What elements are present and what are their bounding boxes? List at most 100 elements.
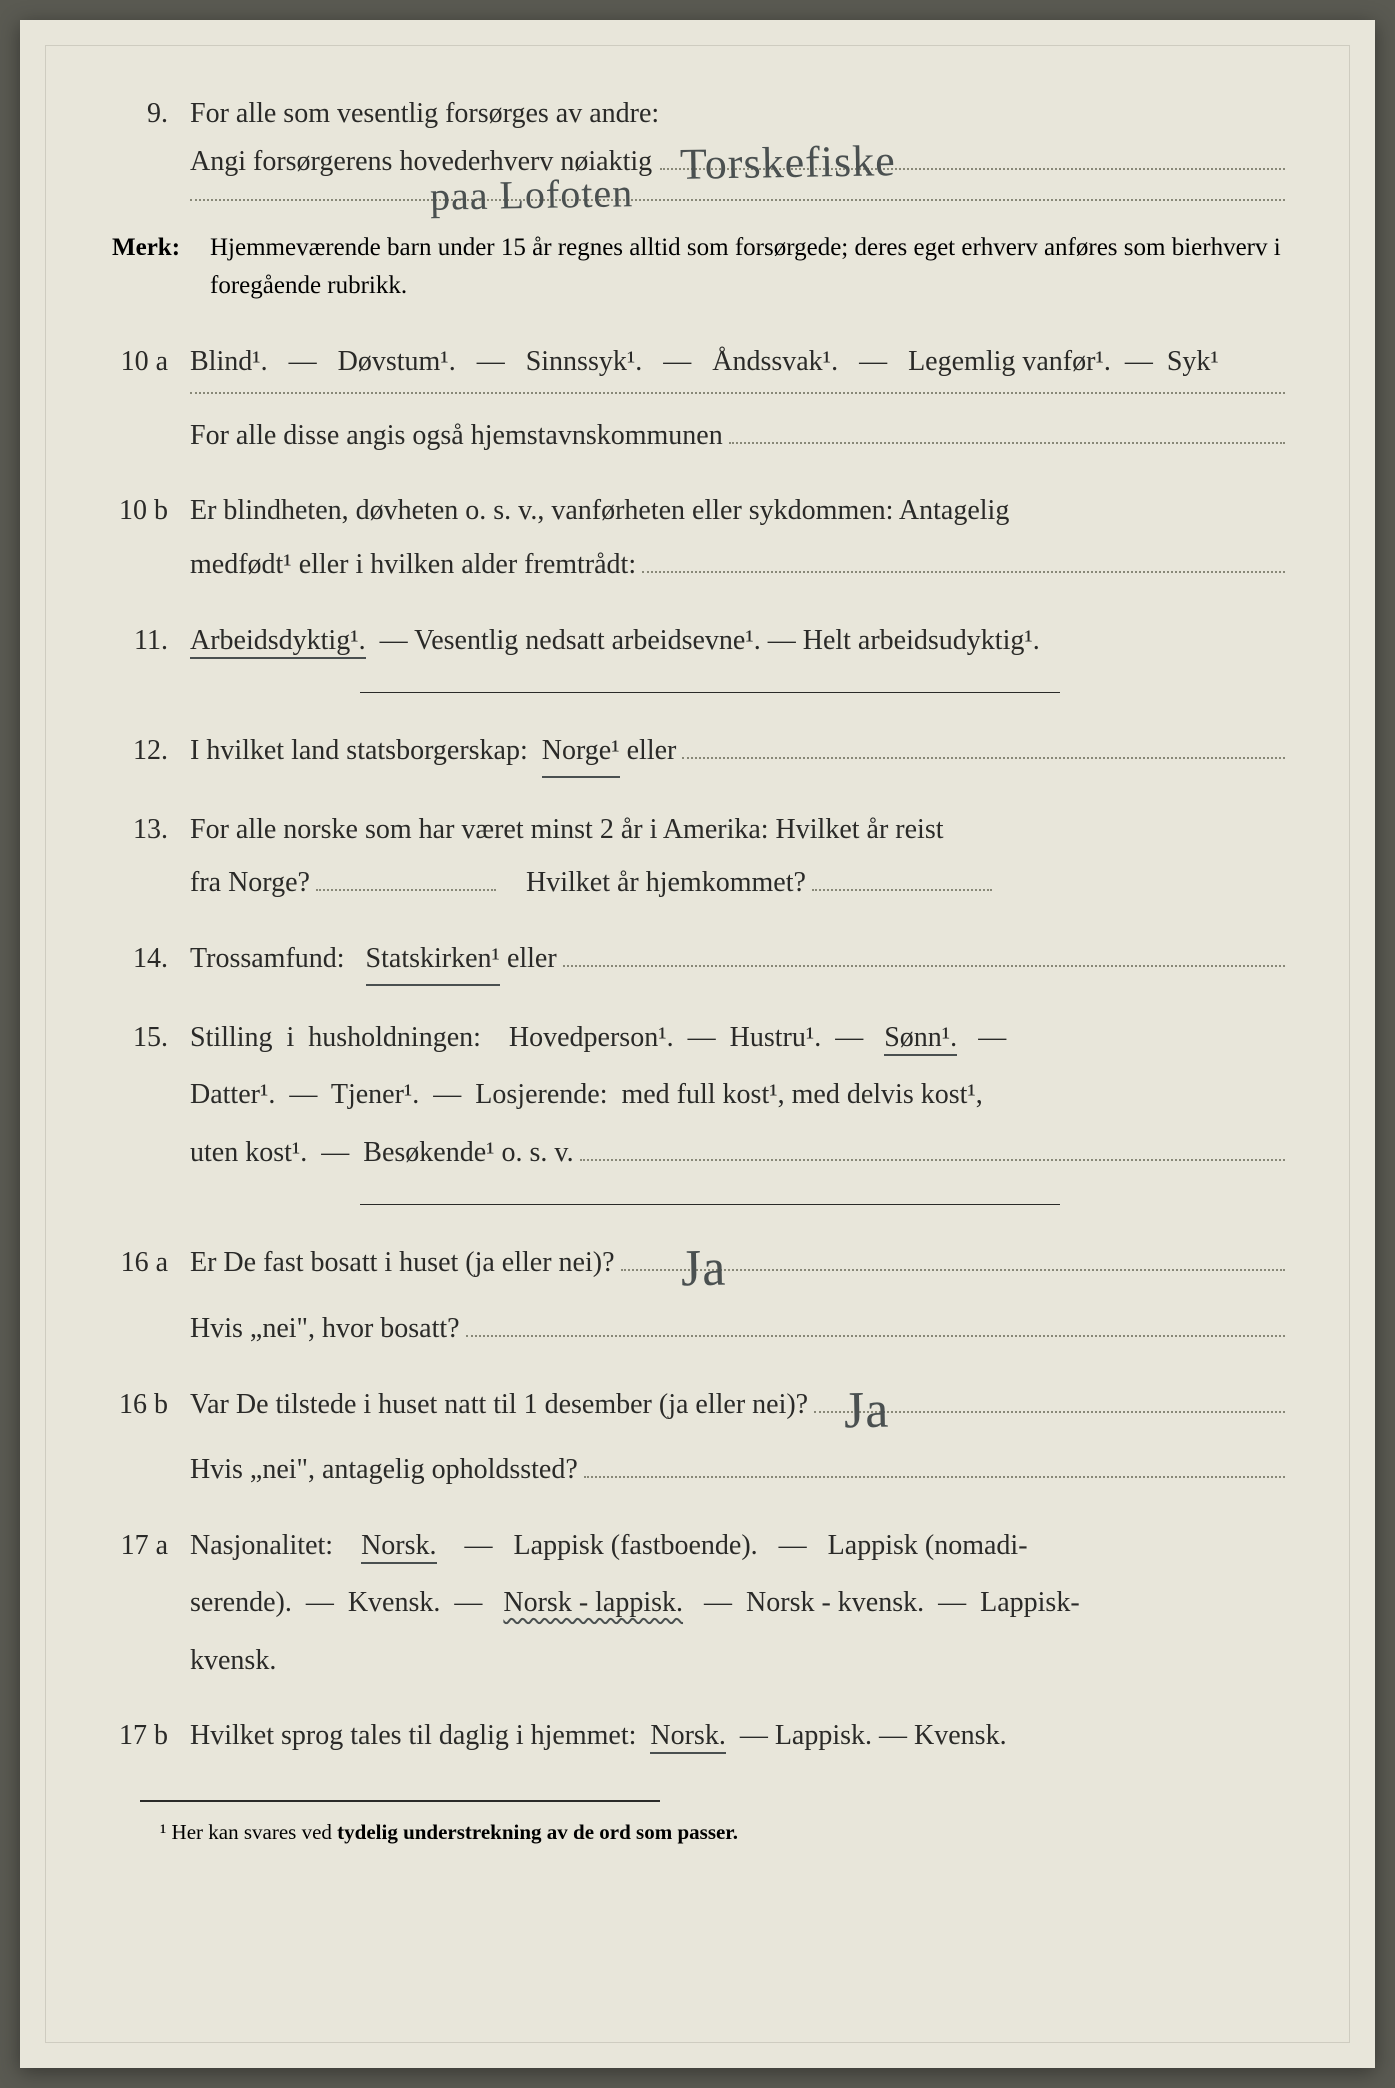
q16b-l2: Hvis „nei", antagelig opholdssted? bbox=[190, 1446, 578, 1494]
footnote-marker: ¹ bbox=[160, 1820, 166, 1844]
q15-line3: uten kost¹. — Besøkende¹ o. s. v. bbox=[190, 1129, 574, 1177]
q13-l2a: fra Norge? bbox=[190, 859, 310, 907]
section-divider-2 bbox=[360, 1204, 1060, 1205]
q17a-body: Nasjonalitet: Norsk. — Lappisk (fastboen… bbox=[190, 1522, 1285, 1685]
question-9: 9. For alle som vesentlig forsørges av a… bbox=[110, 90, 1285, 201]
q9-body: For alle som vesentlig forsørges av andr… bbox=[190, 90, 1285, 201]
question-15: 15. Stilling i husholdningen: Hovedperso… bbox=[110, 1014, 1285, 1177]
q12-label: I hvilket land statsborgerskap: bbox=[190, 727, 542, 775]
q13-l2b: Hvilket år hjemkommet? bbox=[526, 859, 806, 907]
q16a-fill-1[interactable]: Ja bbox=[621, 1269, 1286, 1271]
footnote: ¹ Her kan svares ved tydelig understrekn… bbox=[110, 1820, 1285, 1845]
q14-number: 14. bbox=[110, 935, 190, 983]
q16b-body: Var De tilstede i huset natt til 1 desem… bbox=[190, 1381, 1285, 1494]
question-12: 12. I hvilket land statsborgerskap: Norg… bbox=[110, 727, 1285, 778]
question-17a: 17 a Nasjonalitet: Norsk. — Lappisk (fas… bbox=[110, 1522, 1285, 1685]
q11-body: Arbeidsdyktig¹. — Vesentlig nedsatt arbe… bbox=[190, 617, 1285, 665]
q17a-line3: kvensk. bbox=[190, 1637, 1285, 1685]
q9-line2: Angi forsørgerens hovederhverv nøiaktig … bbox=[190, 138, 1285, 186]
q17a-sel2: Norsk - lappisk. bbox=[503, 1587, 683, 1618]
q16b-number: 16 b bbox=[110, 1381, 190, 1429]
q16a-fill-2[interactable] bbox=[466, 1335, 1285, 1337]
q16a-handwriting: Ja bbox=[680, 1225, 727, 1314]
q15-post: — bbox=[964, 1022, 1006, 1053]
q12-number: 12. bbox=[110, 727, 190, 775]
question-13: 13. For alle norske som har været minst … bbox=[110, 806, 1285, 907]
q16a-l2: Hvis „nei", hvor bosatt? bbox=[190, 1305, 460, 1353]
q14-body: Trossamfund: Statskirken¹ eller bbox=[190, 935, 1285, 986]
q14-rest: eller bbox=[500, 935, 557, 983]
q16a-q: Er De fast bosatt i huset (ja eller nei)… bbox=[190, 1239, 615, 1287]
q12-selected: Norge¹ bbox=[542, 727, 620, 778]
q13-line1: For alle norske som har været minst 2 år… bbox=[190, 806, 1285, 854]
q11-rest: — Vesentlig nedsatt arbeidsevne¹. — Helt… bbox=[373, 625, 1040, 656]
q10b-fill[interactable] bbox=[642, 571, 1285, 573]
q17a-number: 17 a bbox=[110, 1522, 190, 1570]
q11-number: 11. bbox=[110, 617, 190, 665]
q12-body: I hvilket land statsborgerskap: Norge¹ e… bbox=[190, 727, 1285, 778]
question-11: 11. Arbeidsdyktig¹. — Vesentlig nedsatt … bbox=[110, 617, 1285, 665]
q15-line2: Datter¹. — Tjener¹. — Losjerende: med fu… bbox=[190, 1071, 1285, 1119]
q16a-number: 16 a bbox=[110, 1239, 190, 1287]
q17b-sel: Norsk. bbox=[650, 1720, 725, 1754]
footnote-divider bbox=[140, 1800, 660, 1802]
q16a-body: Er De fast bosatt i huset (ja eller nei)… bbox=[190, 1239, 1285, 1352]
question-14: 14. Trossamfund: Statskirken¹ eller bbox=[110, 935, 1285, 986]
q10a-options: Blind¹. — Døvstum¹. — Sinnssyk¹. — Åndss… bbox=[190, 338, 1219, 386]
q15-body: Stilling i husholdningen: Hovedperson¹. … bbox=[190, 1014, 1285, 1177]
q9-fill-2[interactable]: paa Lofoten bbox=[190, 199, 1285, 201]
q9-line3: paa Lofoten bbox=[190, 199, 1285, 201]
q11-selected: Arbeidsdyktig¹. bbox=[190, 625, 366, 659]
q12-fill[interactable] bbox=[682, 757, 1285, 759]
question-16b: 16 b Var De tilstede i huset natt til 1 … bbox=[110, 1381, 1285, 1494]
q17b-pre: Hvilket sprog tales til daglig i hjemmet… bbox=[190, 1720, 643, 1751]
q16b-q: Var De tilstede i huset natt til 1 desem… bbox=[190, 1381, 808, 1429]
q17b-number: 17 b bbox=[110, 1712, 190, 1760]
q10a-number: 10 a bbox=[110, 338, 190, 386]
q17a-line2b: — Norsk - kvensk. — Lappisk- bbox=[690, 1587, 1080, 1618]
q10b-body: Er blindheten, døvheten o. s. v., vanfør… bbox=[190, 487, 1285, 588]
q17a-line2a: serende). — Kvensk. — bbox=[190, 1587, 496, 1618]
q15-number: 15. bbox=[110, 1014, 190, 1062]
q14-fill[interactable] bbox=[563, 965, 1285, 967]
q9-number: 9. bbox=[110, 90, 190, 138]
q15-pre: Stilling i husholdningen: Hovedperson¹. … bbox=[190, 1022, 877, 1053]
q10b-line1: Er blindheten, døvheten o. s. v., vanfør… bbox=[190, 487, 1285, 535]
q16b-fill-2[interactable] bbox=[584, 1476, 1285, 1478]
census-form-page: 9. For alle som vesentlig forsørges av a… bbox=[20, 20, 1375, 2068]
q9-handwriting-1: Torskefiske bbox=[680, 124, 897, 203]
q10a-line2: For alle disse angis også hjemstavnskomm… bbox=[190, 412, 723, 460]
q17b-post: — Lappisk. — Kvensk. bbox=[733, 1720, 1007, 1751]
footnote-lead: Her kan svares ved bbox=[172, 1820, 338, 1844]
q16b-handwriting: Ja bbox=[843, 1366, 890, 1455]
q9-fill-1[interactable]: Torskefiske bbox=[660, 168, 1285, 170]
q16b-fill-1[interactable]: Ja bbox=[814, 1411, 1285, 1413]
merk-text: Hjemmeværende barn under 15 år regnes al… bbox=[210, 229, 1285, 304]
q14-label: Trossamfund: bbox=[190, 935, 366, 983]
q17b-body: Hvilket sprog tales til daglig i hjemmet… bbox=[190, 1712, 1285, 1760]
footnote-bold: tydelig understrekning av de ord som pas… bbox=[337, 1820, 738, 1844]
q13-body: For alle norske som har været minst 2 år… bbox=[190, 806, 1285, 907]
q13-fill-1[interactable] bbox=[316, 889, 496, 891]
question-10b: 10 b Er blindheten, døvheten o. s. v., v… bbox=[110, 487, 1285, 588]
question-17b: 17 b Hvilket sprog tales til daglig i hj… bbox=[110, 1712, 1285, 1760]
section-divider-1 bbox=[360, 692, 1060, 693]
q13-fill-2[interactable] bbox=[812, 889, 992, 891]
q10a-fill-1[interactable] bbox=[190, 392, 1285, 394]
q10a-body: Blind¹. — Døvstum¹. — Sinnssyk¹. — Åndss… bbox=[190, 338, 1285, 459]
q10b-number: 10 b bbox=[110, 487, 190, 535]
q15-fill[interactable] bbox=[580, 1159, 1285, 1161]
q17a-sel1: Norsk. bbox=[361, 1530, 436, 1564]
q12-rest: eller bbox=[620, 727, 677, 775]
q10a-fill-2[interactable] bbox=[729, 442, 1285, 444]
q9-handwriting-2: paa Lofoten bbox=[429, 159, 633, 231]
q14-selected: Statskirken¹ bbox=[366, 935, 500, 986]
q17a-pre: Nasjonalitet: bbox=[190, 1530, 354, 1561]
merk-label: Merk: bbox=[110, 229, 210, 304]
q15-selected: Sønn¹. bbox=[884, 1022, 957, 1056]
q10b-label: medfødt¹ eller i hvilken alder fremtrådt… bbox=[190, 541, 636, 589]
question-16a: 16 a Er De fast bosatt i huset (ja eller… bbox=[110, 1239, 1285, 1352]
q17a-mid1: — Lappisk (fastboende). — Lappisk (nomad… bbox=[444, 1530, 1028, 1561]
merk-note: Merk: Hjemmeværende barn under 15 år reg… bbox=[110, 229, 1285, 304]
question-10a: 10 a Blind¹. — Døvstum¹. — Sinnssyk¹. — … bbox=[110, 338, 1285, 459]
